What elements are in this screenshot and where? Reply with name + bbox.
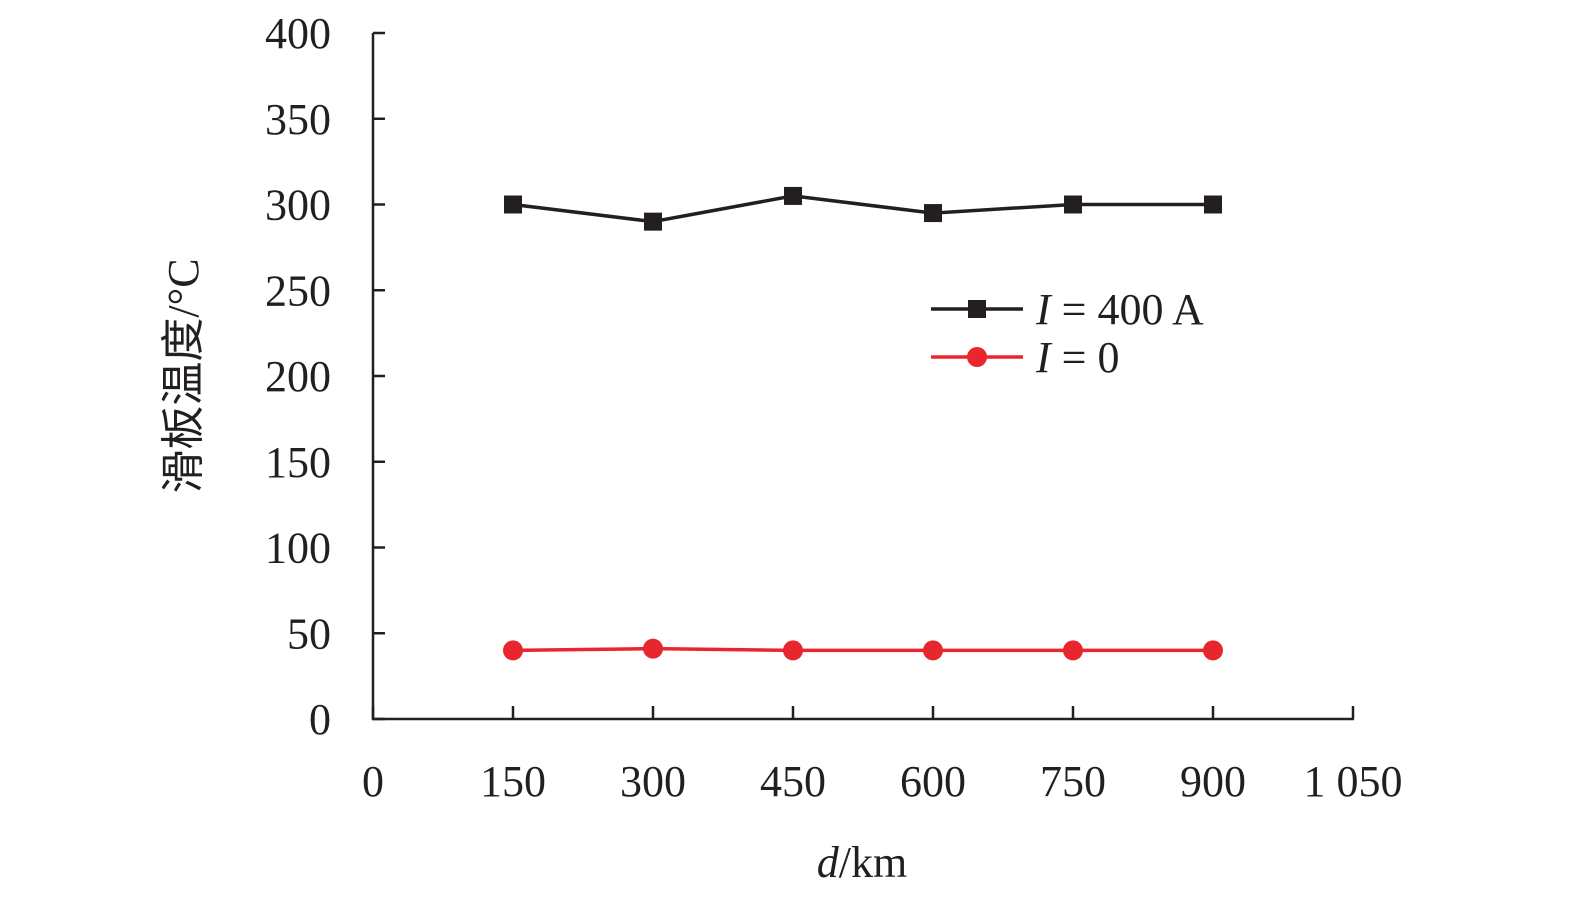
y-tick-label: 150 [265,438,331,487]
data-point [923,640,943,661]
data-point [1204,195,1222,214]
data-point [1203,640,1223,661]
x-tick-label: 450 [760,757,826,806]
x-tick-label: 600 [900,757,966,806]
data-point [1064,195,1082,214]
x-tick-label: 900 [1180,757,1246,806]
legend-marker [967,347,987,367]
data-point [783,640,803,661]
data-point [644,212,662,231]
y-tick-label: 0 [309,695,331,744]
y-tick-label: 350 [265,95,331,144]
y-tick-label: 400 [265,9,331,58]
legend-label: I = 400 A [1035,285,1204,334]
y-tick-label: 50 [287,609,331,658]
x-tick-label: 300 [620,757,686,806]
y-tick-label: 250 [265,266,331,315]
x-axis-label: d/km [817,838,907,887]
data-point [784,186,802,205]
legend: I = 400 AI = 0 [931,285,1204,382]
series-line-0 [512,194,1213,224]
data-point [504,195,522,214]
x-tick-label: 750 [1040,757,1106,806]
y-tick-label: 200 [265,352,331,401]
x-tick-label: 1 050 [1304,757,1403,806]
axes: 0 50 100 150 200 250 300 350 400 0 150 300 450 600 750… [265,9,1403,806]
data-point [924,204,942,223]
series-layer [503,186,1223,661]
x-tick-label: 150 [480,757,546,806]
y-tick-label: 300 [265,181,331,230]
data-point [1063,640,1083,661]
legend-marker [968,300,986,318]
series-line-1 [512,646,1213,653]
y-axis-label: 滑板温度/°C [159,258,208,493]
x-tick-label: 0 [362,757,384,806]
legend-label: I = 0 [1035,333,1119,382]
data-point [503,640,523,661]
y-tick-label: 100 [265,524,331,573]
data-point [643,638,663,659]
